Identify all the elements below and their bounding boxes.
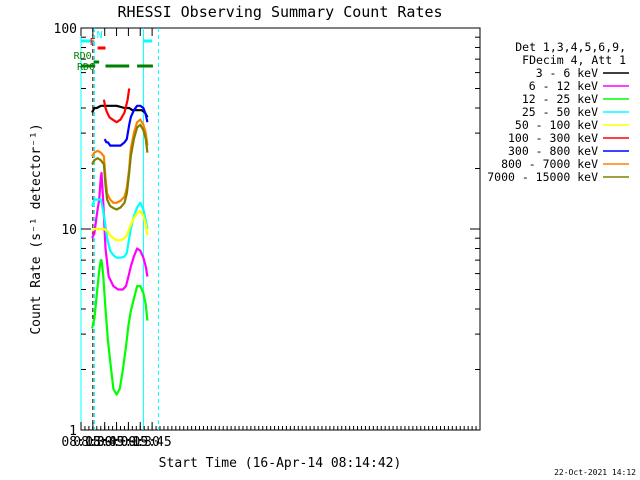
series-line-2: [103, 104, 149, 147]
legend-label-3: 25 - 50 keV: [522, 105, 598, 119]
flag-label-rd0: RD0: [74, 51, 92, 62]
legend-header-line-2: FDecim 4, Att 1: [522, 53, 626, 67]
y-axis-label: Count Rate (s⁻¹ detector⁻¹): [29, 123, 44, 334]
legend-label-1: 6 - 12 keV: [529, 79, 598, 93]
flag-label-rd6: RD6: [77, 62, 95, 73]
legend-label-5: 100 - 300 keV: [508, 131, 598, 145]
y-tick-label-0: 1: [69, 424, 77, 439]
legend-label-2: 12 - 25 keV: [522, 92, 598, 106]
series-line-4: [91, 259, 149, 396]
flag-label-f: F: [90, 37, 96, 48]
x-tick-label-4: 09:15: [109, 435, 148, 450]
x-tick-label-6: 09:45: [133, 435, 172, 450]
legend-label-0: 3 - 6 keV: [536, 66, 598, 80]
x-tick-label-2: 08:45: [85, 435, 124, 450]
legend-label-6: 300 - 800 keV: [508, 144, 598, 158]
series-line-8: [91, 123, 149, 211]
x-tick-label-3: 09:00: [97, 435, 136, 450]
x-tick-label-5: 09:30: [121, 435, 160, 450]
legend-label-4: 50 - 100 keV: [515, 118, 598, 132]
legend-header-line-1: Det 1,3,4,5,6,9,: [515, 40, 626, 54]
date-stamp: 22-Oct-2021 14:12: [554, 468, 636, 477]
series-line-1: [102, 88, 131, 124]
series-line-7: [91, 118, 149, 204]
x-tick-label-1: 08:30: [73, 435, 112, 450]
plot-frame: [80, 27, 481, 431]
x-axis-label: Start Time (16-Apr-14 08:14:42): [159, 456, 402, 471]
x-tick-label-0: 08:15: [61, 435, 100, 450]
y-tick-label-2: 100: [54, 22, 77, 37]
series-group: [91, 88, 149, 396]
series-line-0: [91, 104, 149, 118]
legend-label-7: 800 - 7000 keV: [501, 157, 598, 171]
y-tick-label-1: 10: [61, 223, 77, 238]
series-line-6: [91, 209, 149, 242]
flag-label-n: N: [97, 30, 103, 41]
series-line-3: [91, 171, 149, 291]
series-line-5: [91, 198, 149, 259]
chart-title: RHESSI Observing Summary Count Rates: [117, 3, 442, 21]
legend-label-8: 7000 - 15000 keV: [487, 170, 598, 184]
